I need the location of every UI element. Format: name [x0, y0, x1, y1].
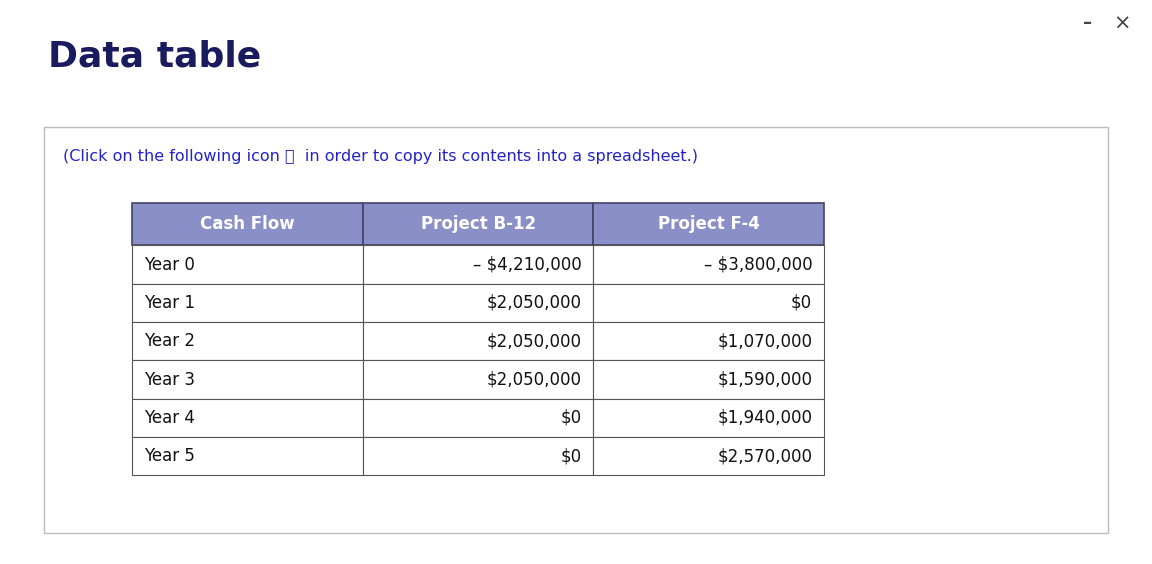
FancyBboxPatch shape [363, 360, 593, 399]
Text: Data table: Data table [48, 39, 262, 73]
Text: $1,940,000: $1,940,000 [718, 409, 812, 427]
FancyBboxPatch shape [593, 437, 824, 475]
FancyBboxPatch shape [593, 203, 824, 245]
FancyBboxPatch shape [132, 203, 363, 245]
Text: $2,050,000: $2,050,000 [487, 332, 582, 350]
Text: $2,050,000: $2,050,000 [487, 371, 582, 389]
Text: $2,570,000: $2,570,000 [718, 447, 812, 465]
Text: Project F-4: Project F-4 [658, 215, 759, 233]
Text: $0: $0 [791, 294, 812, 312]
Text: $1,070,000: $1,070,000 [718, 332, 812, 350]
Text: Cash Flow: Cash Flow [200, 215, 295, 233]
Text: ×: × [1113, 14, 1131, 34]
FancyBboxPatch shape [363, 203, 593, 245]
Text: $0: $0 [561, 409, 582, 427]
Text: Project B-12: Project B-12 [420, 215, 536, 233]
FancyBboxPatch shape [593, 284, 824, 322]
Text: – $3,800,000: – $3,800,000 [704, 255, 812, 274]
Text: –: – [1083, 14, 1092, 32]
Text: Year 2: Year 2 [144, 332, 195, 350]
FancyBboxPatch shape [593, 399, 824, 437]
FancyBboxPatch shape [132, 284, 363, 322]
FancyBboxPatch shape [132, 437, 363, 475]
FancyBboxPatch shape [132, 245, 363, 284]
Text: $1,590,000: $1,590,000 [718, 371, 812, 389]
Text: Year 1: Year 1 [144, 294, 195, 312]
Text: Year 3: Year 3 [144, 371, 195, 389]
FancyBboxPatch shape [44, 127, 1108, 533]
FancyBboxPatch shape [593, 245, 824, 284]
Text: Year 4: Year 4 [144, 409, 195, 427]
Text: Year 5: Year 5 [144, 447, 195, 465]
Text: Year 0: Year 0 [144, 255, 195, 274]
Text: – $4,210,000: – $4,210,000 [473, 255, 582, 274]
FancyBboxPatch shape [593, 360, 824, 399]
FancyBboxPatch shape [363, 322, 593, 360]
FancyBboxPatch shape [132, 360, 363, 399]
FancyBboxPatch shape [593, 322, 824, 360]
FancyBboxPatch shape [132, 322, 363, 360]
FancyBboxPatch shape [363, 437, 593, 475]
FancyBboxPatch shape [363, 284, 593, 322]
Text: $0: $0 [561, 447, 582, 465]
Text: $2,050,000: $2,050,000 [487, 294, 582, 312]
Text: (Click on the following icon ⎕  in order to copy its contents into a spreadsheet: (Click on the following icon ⎕ in order … [63, 149, 698, 165]
FancyBboxPatch shape [363, 399, 593, 437]
FancyBboxPatch shape [132, 399, 363, 437]
FancyBboxPatch shape [363, 245, 593, 284]
